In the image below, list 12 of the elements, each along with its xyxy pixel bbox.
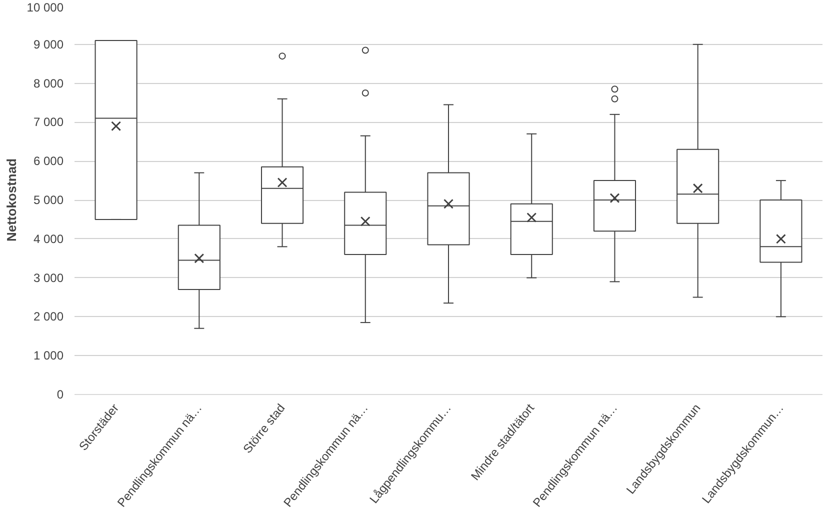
y-tick-label: 2 000 [33,310,64,324]
y-tick-label: 8 000 [33,76,64,90]
y-axis-title: Nettokostnad [4,158,19,242]
y-tick-label: 0 [56,388,64,402]
y-tick-label: 3 000 [33,270,64,285]
y-tick-label: 4 000 [33,232,64,246]
y-tick-label: 9 000 [33,37,64,52]
y-tick-label: 7 000 [33,115,64,130]
y-tick-label: 1 000 [33,348,64,363]
y-tick-label: 10 000 [26,0,64,14]
y-tick-label: 6 000 [33,154,64,168]
y-tick-label: 5 000 [33,193,64,207]
